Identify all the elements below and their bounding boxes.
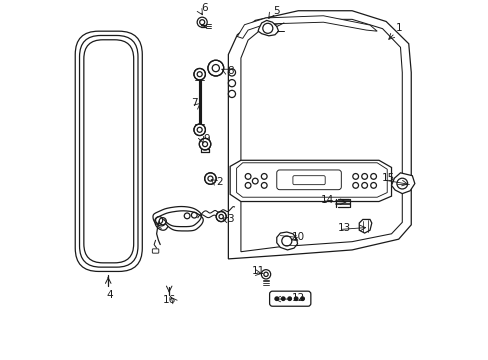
Circle shape xyxy=(207,60,223,76)
FancyBboxPatch shape xyxy=(269,291,310,306)
Circle shape xyxy=(274,297,278,301)
Text: 8: 8 xyxy=(226,66,233,76)
Circle shape xyxy=(281,297,285,301)
Text: 12: 12 xyxy=(291,293,305,303)
Text: 5: 5 xyxy=(273,6,280,17)
Text: 1: 1 xyxy=(395,23,401,33)
Text: 15: 15 xyxy=(381,173,394,183)
Text: 9: 9 xyxy=(203,134,210,144)
Polygon shape xyxy=(237,16,376,39)
Text: 16: 16 xyxy=(162,295,176,305)
Polygon shape xyxy=(391,173,414,194)
Text: 14: 14 xyxy=(320,195,333,205)
Circle shape xyxy=(194,124,205,135)
Circle shape xyxy=(204,173,216,184)
Circle shape xyxy=(216,212,226,222)
Circle shape xyxy=(199,138,210,150)
Text: 10: 10 xyxy=(291,232,304,242)
Circle shape xyxy=(300,297,304,301)
FancyBboxPatch shape xyxy=(152,249,159,253)
Polygon shape xyxy=(230,160,391,202)
Text: 7: 7 xyxy=(191,98,197,108)
Circle shape xyxy=(287,297,291,301)
Text: 2: 2 xyxy=(216,177,222,187)
Polygon shape xyxy=(276,232,297,250)
Polygon shape xyxy=(258,21,278,36)
Circle shape xyxy=(294,297,297,301)
Circle shape xyxy=(194,68,205,80)
FancyBboxPatch shape xyxy=(276,170,341,190)
Text: 4: 4 xyxy=(106,290,113,300)
Text: 13: 13 xyxy=(338,224,351,233)
Text: 11: 11 xyxy=(252,266,265,276)
FancyBboxPatch shape xyxy=(292,176,325,185)
Text: 3: 3 xyxy=(226,215,233,224)
Polygon shape xyxy=(359,220,371,233)
Polygon shape xyxy=(228,11,410,259)
Text: 6: 6 xyxy=(202,3,208,13)
